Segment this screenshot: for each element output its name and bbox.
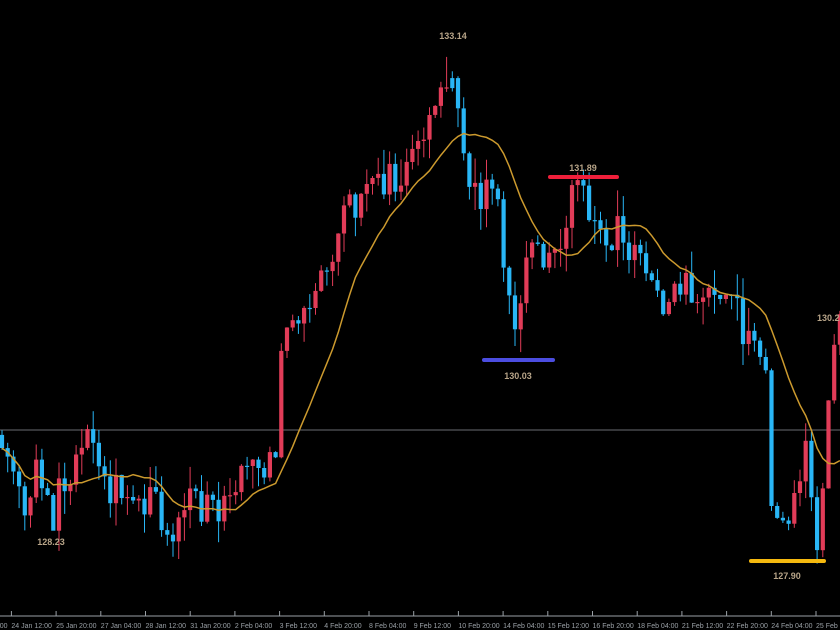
svg-text:130.03: 130.03 [504, 371, 532, 381]
svg-text:8 Feb 04:00: 8 Feb 04:00 [369, 623, 406, 630]
svg-text:23 Jan 04:00: 23 Jan 04:00 [0, 623, 8, 630]
svg-text:14 Feb 04:00: 14 Feb 04:00 [503, 623, 544, 630]
svg-text:24 Feb 04:00: 24 Feb 04:00 [771, 623, 812, 630]
svg-text:9 Feb 12:00: 9 Feb 12:00 [414, 623, 451, 630]
svg-text:3 Feb 12:00: 3 Feb 12:00 [280, 623, 317, 630]
svg-text:16 Feb 20:00: 16 Feb 20:00 [593, 623, 634, 630]
svg-text:2 Feb 04:00: 2 Feb 04:00 [235, 623, 272, 630]
svg-text:15 Feb 12:00: 15 Feb 12:00 [548, 623, 589, 630]
svg-text:10 Feb 20:00: 10 Feb 20:00 [458, 623, 499, 630]
svg-text:31 Jan 20:00: 31 Jan 20:00 [190, 623, 231, 630]
svg-text:25 Jan 20:00: 25 Jan 20:00 [56, 623, 97, 630]
svg-text:131.89: 131.89 [569, 163, 597, 173]
svg-text:133.14: 133.14 [439, 31, 467, 41]
svg-text:18 Feb 04:00: 18 Feb 04:00 [637, 623, 678, 630]
svg-text:28 Jan 12:00: 28 Jan 12:00 [146, 623, 187, 630]
svg-text:130.28: 130.28 [817, 313, 840, 323]
svg-text:127.90: 127.90 [773, 571, 801, 581]
svg-text:128.23: 128.23 [37, 537, 65, 547]
svg-text:25 Feb 12:00: 25 Feb 12:00 [816, 623, 840, 630]
svg-text:4 Feb 20:00: 4 Feb 20:00 [324, 623, 361, 630]
svg-text:27 Jan 04:00: 27 Jan 04:00 [101, 623, 142, 630]
svg-text:22 Feb 20:00: 22 Feb 20:00 [727, 623, 768, 630]
svg-text:24 Jan 12:00: 24 Jan 12:00 [11, 623, 52, 630]
svg-text:21 Feb 12:00: 21 Feb 12:00 [682, 623, 723, 630]
